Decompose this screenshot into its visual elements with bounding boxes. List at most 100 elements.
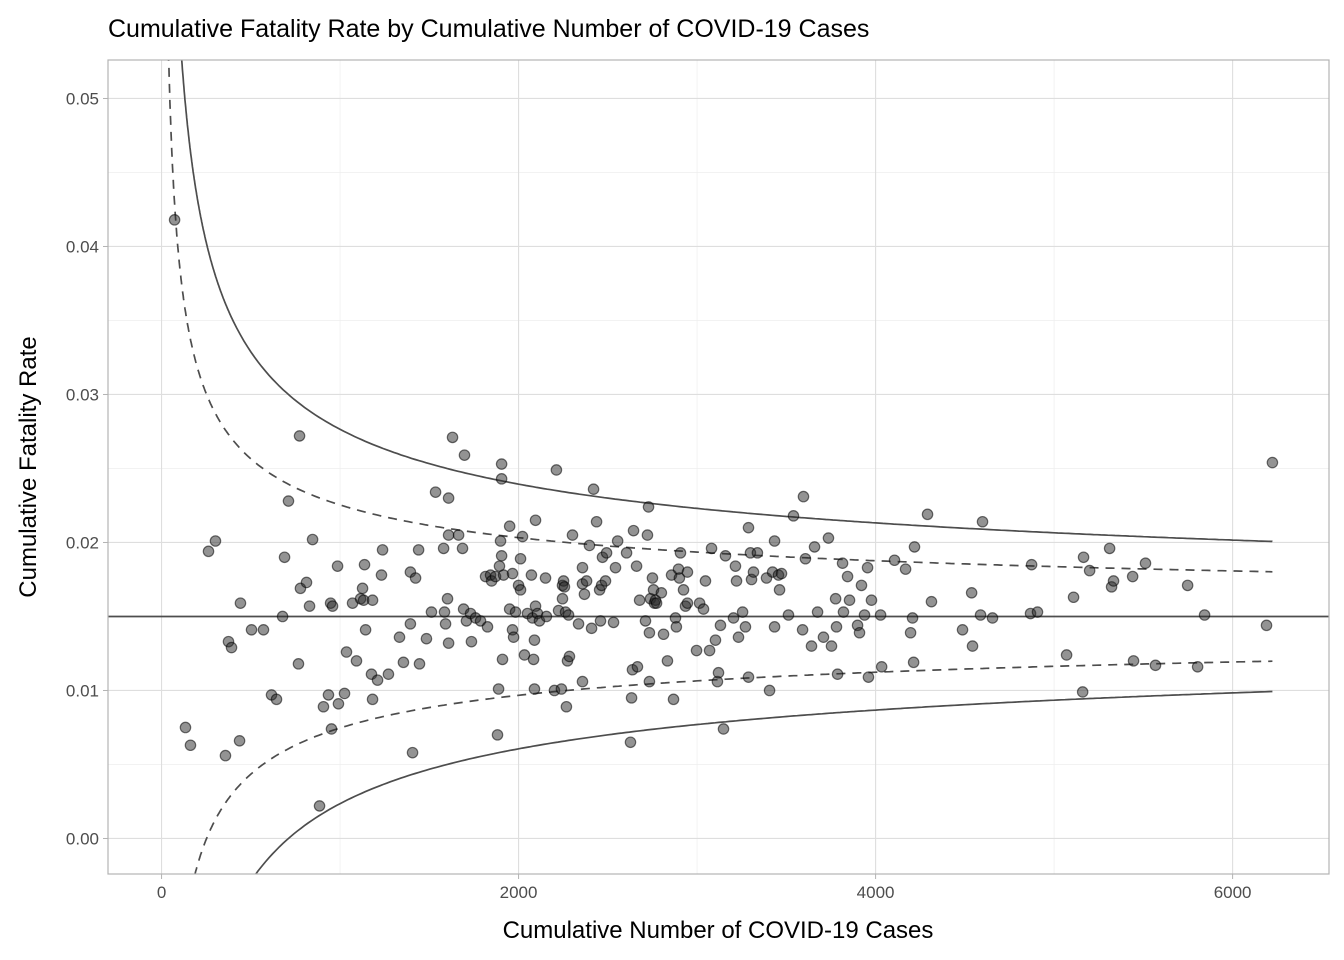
data-point xyxy=(1031,606,1044,618)
data-point xyxy=(585,622,598,635)
data-point xyxy=(904,626,917,639)
data-point xyxy=(509,606,522,618)
data-point xyxy=(986,612,999,624)
data-point xyxy=(861,561,874,574)
data-point xyxy=(278,551,291,564)
data-point xyxy=(841,570,854,583)
data-point xyxy=(528,683,541,695)
data-point xyxy=(425,606,438,618)
data-point xyxy=(965,586,978,599)
data-point xyxy=(578,588,591,601)
data-point xyxy=(366,693,379,706)
data-point xyxy=(742,671,755,683)
data-point xyxy=(768,535,781,547)
y-tick-label: 0.02 xyxy=(66,533,99,552)
data-point xyxy=(1127,655,1140,667)
data-point xyxy=(527,653,540,666)
lower-solid-limit-line xyxy=(254,690,1273,874)
data-point xyxy=(555,683,568,695)
data-point xyxy=(572,618,585,630)
data-point xyxy=(641,529,654,541)
data-point xyxy=(642,501,655,513)
data-point xyxy=(442,529,455,541)
data-point xyxy=(681,597,694,609)
y-tick-label: 0.04 xyxy=(66,237,99,256)
y-tick-label: 0.01 xyxy=(66,681,99,700)
data-point xyxy=(359,623,372,636)
data-point xyxy=(1191,660,1204,673)
data-point xyxy=(325,723,338,735)
data-point xyxy=(1067,591,1080,604)
data-point xyxy=(409,572,422,584)
data-point xyxy=(495,458,508,470)
data-point xyxy=(1083,564,1096,577)
data-point xyxy=(556,592,569,605)
data-point xyxy=(438,606,451,618)
data-point xyxy=(202,545,215,558)
data-point xyxy=(507,631,520,643)
data-point xyxy=(705,542,718,555)
data-point xyxy=(225,641,238,654)
y-tick-label: 0.00 xyxy=(66,829,99,848)
data-point xyxy=(974,609,987,621)
data-point xyxy=(282,495,295,507)
data-point xyxy=(442,637,455,649)
data-point xyxy=(371,674,384,686)
y-tick-label: 0.03 xyxy=(66,385,99,404)
data-point xyxy=(643,626,656,639)
data-point xyxy=(350,655,363,667)
x-tick-label: 6000 xyxy=(1214,883,1252,902)
data-point xyxy=(853,626,866,639)
data-point xyxy=(563,650,576,663)
data-point xyxy=(550,464,563,476)
data-point xyxy=(646,572,659,584)
data-point xyxy=(332,697,345,710)
data-point xyxy=(921,508,934,521)
data-point xyxy=(441,592,454,605)
lower-dashed-limit-line xyxy=(194,660,1273,874)
data-point xyxy=(768,621,781,633)
data-point xyxy=(439,618,452,630)
data-point xyxy=(1139,557,1152,569)
data-point xyxy=(366,594,379,606)
data-point xyxy=(775,567,788,580)
data-point xyxy=(429,486,442,498)
data-point xyxy=(739,621,752,633)
data-point xyxy=(655,586,668,599)
data-point xyxy=(168,214,181,226)
data-point xyxy=(495,549,508,562)
data-point xyxy=(179,721,192,734)
data-point xyxy=(709,634,722,646)
data-point xyxy=(712,666,725,679)
data-point xyxy=(442,492,455,504)
x-tick-label: 4000 xyxy=(857,883,895,902)
data-point xyxy=(590,515,603,528)
data-point xyxy=(742,521,755,534)
data-point xyxy=(413,658,426,670)
data-point xyxy=(831,668,844,680)
data-point xyxy=(908,541,921,553)
data-point xyxy=(751,547,764,559)
data-point xyxy=(730,575,743,587)
data-point xyxy=(276,610,289,623)
data-point xyxy=(855,579,868,592)
data-point xyxy=(233,734,246,747)
data-point xyxy=(907,656,920,669)
grid xyxy=(108,60,1329,874)
data-point xyxy=(717,723,730,735)
x-axis-ticks: 0 2000 4000 6000 xyxy=(157,874,1252,902)
data-point xyxy=(732,631,745,643)
data-point xyxy=(858,609,871,621)
data-point xyxy=(437,542,450,555)
data-point xyxy=(495,473,508,485)
data-point xyxy=(906,612,919,624)
x-axis-title: Cumulative Number of COVID-19 Cases xyxy=(503,917,934,944)
data-point xyxy=(1076,686,1089,698)
data-point xyxy=(681,566,694,578)
data-point xyxy=(562,609,575,621)
data-point xyxy=(1198,609,1211,621)
data-point xyxy=(219,749,232,762)
data-point xyxy=(404,618,417,630)
data-point xyxy=(576,675,589,688)
data-point xyxy=(888,554,901,567)
